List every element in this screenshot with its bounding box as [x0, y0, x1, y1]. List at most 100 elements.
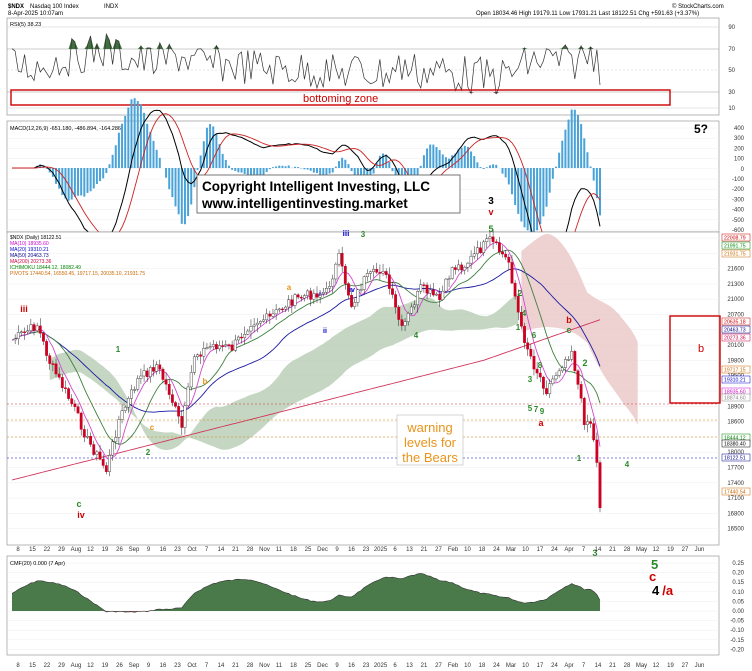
price-legend-entry: MA(10) 18935.60 — [10, 241, 49, 247]
macd-bar — [388, 162, 391, 168]
wave-label: 9 — [540, 407, 545, 416]
macd-bar — [231, 168, 234, 170]
candle — [325, 288, 328, 293]
x-axis-label-bottom: 7 — [205, 663, 209, 669]
warning-label-3: the Bears — [402, 450, 458, 465]
macd-bar — [570, 109, 573, 168]
x-axis-label-bottom: 10 — [464, 663, 471, 669]
macd-bar — [526, 168, 529, 231]
x-axis-label-bottom: 8 — [16, 663, 20, 669]
candle — [126, 398, 130, 408]
candle — [576, 370, 580, 385]
price-tag-box — [721, 325, 751, 334]
price-tick-label: 20100 — [727, 343, 744, 349]
candle — [551, 378, 555, 384]
wave-label: v — [488, 207, 493, 217]
candle — [136, 378, 140, 390]
macd-bar — [77, 168, 80, 196]
macd-bar — [246, 168, 249, 175]
macd-bar — [454, 153, 457, 168]
macd-bar — [124, 115, 127, 168]
macd-bar — [322, 168, 325, 176]
x-axis-label: 22 — [44, 547, 51, 553]
macd-bar — [136, 101, 139, 168]
macd-bar — [435, 147, 438, 168]
x-axis-label-bottom: 28 — [624, 663, 631, 669]
rsi-tick: 70 — [728, 47, 735, 53]
wave-label: 2 — [146, 448, 151, 457]
candle — [340, 253, 344, 267]
macd-bar — [573, 109, 576, 168]
candle — [337, 253, 341, 265]
candle — [139, 375, 143, 379]
bottoming-zone-box — [10, 89, 671, 106]
wave-label: 3 — [528, 375, 533, 384]
macd-bar — [262, 168, 265, 176]
x-axis-label: 18 — [479, 547, 486, 553]
x-axis-label: 15 — [29, 547, 36, 553]
wave-label: 2 — [518, 289, 523, 298]
candle — [123, 406, 127, 411]
price-tick-label: 18900 — [727, 404, 744, 410]
candle — [469, 255, 473, 264]
price-tick-label: 16500 — [727, 527, 744, 533]
date: 8-Apr-2025 10:07am — [8, 11, 63, 17]
wave-label: a — [287, 283, 292, 292]
candle — [579, 384, 583, 399]
x-axis-label-bottom: 23 — [174, 663, 181, 669]
wave-5-question: 5? — [694, 122, 708, 136]
wave-label: c — [150, 423, 155, 432]
macd-bar — [55, 168, 58, 184]
rsi-label: RSI(5) 38.23 — [10, 22, 41, 28]
candle — [491, 236, 495, 242]
price-tag-box — [721, 241, 751, 250]
candle — [586, 421, 589, 425]
x-axis-label-bottom: Aug — [71, 663, 82, 669]
x-axis-label: Nov — [259, 547, 270, 553]
price-legend-entry: PIVOTS 17440.54, 16550.45, 19717.15, 200… — [10, 271, 145, 277]
macd-bar — [382, 153, 385, 168]
macd-bar — [319, 168, 322, 176]
price-tag-box — [721, 393, 751, 402]
macd-bar — [558, 152, 561, 168]
macd-bar — [488, 165, 491, 168]
candle — [67, 388, 70, 399]
wave-label: a — [538, 418, 544, 428]
candle — [155, 364, 159, 372]
wave-label: 1 — [577, 454, 582, 463]
macd-bar — [492, 164, 495, 168]
cmf-tick: -0.10 — [730, 628, 744, 634]
rsi-tick: 90 — [728, 25, 735, 31]
macd-bar — [510, 168, 513, 195]
candle — [472, 253, 476, 257]
macd-bar — [102, 168, 105, 179]
legend-wave-4a: 4/a — [652, 583, 674, 598]
candle — [170, 394, 174, 403]
price-legend-entry: MA(50) 20463.73 — [10, 253, 49, 259]
wave-label: 4 — [522, 309, 527, 318]
candle — [79, 412, 83, 430]
rsi-tick: 30 — [728, 90, 735, 96]
x-axis-label-bottom: 25 — [305, 663, 312, 669]
wave-label: iii — [20, 304, 28, 314]
cmf-tick: -0.05 — [730, 619, 744, 625]
cmf-tick: 0.15 — [732, 580, 744, 586]
macd-bar — [501, 168, 504, 174]
macd-bar — [589, 166, 592, 168]
x-axis-label: 23 — [363, 547, 370, 553]
macd-tick: -600 — [732, 228, 745, 234]
candle — [548, 383, 552, 395]
price-tick-label: 18600 — [727, 420, 744, 426]
x-axis-label: 2025 — [374, 547, 388, 553]
x-axis-label: 27 — [682, 547, 689, 553]
macd-bar — [180, 168, 183, 224]
macd-bar — [234, 168, 237, 171]
price-tag-box — [721, 453, 751, 462]
candle — [54, 363, 58, 375]
macd-bar — [256, 168, 259, 177]
x-axis-label: 19 — [667, 547, 674, 553]
x-axis-label: Jun — [695, 547, 705, 553]
macd-bar — [61, 168, 64, 196]
index-name: Nasdaq 100 Index — [30, 4, 79, 10]
macd-bar — [183, 168, 186, 225]
